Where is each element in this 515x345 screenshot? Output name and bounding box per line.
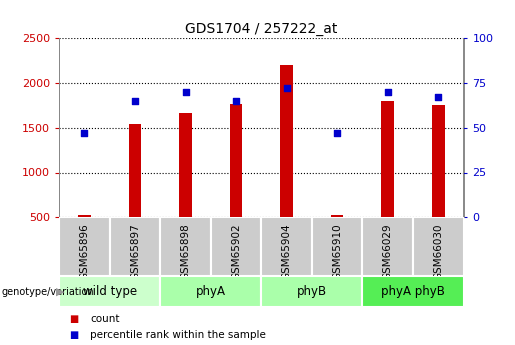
Bar: [59, 276, 160, 307]
Title: GDS1704 / 257222_at: GDS1704 / 257222_at: [185, 21, 337, 36]
Text: GSM65904: GSM65904: [282, 223, 291, 280]
Bar: [261, 276, 363, 307]
Text: genotype/variation: genotype/variation: [1, 287, 94, 296]
Text: percentile rank within the sample: percentile rank within the sample: [90, 330, 266, 339]
Text: GSM65902: GSM65902: [231, 223, 241, 280]
Text: GSM66029: GSM66029: [383, 223, 393, 280]
Point: [131, 98, 139, 104]
Bar: [261, 217, 312, 276]
Point: [181, 89, 190, 95]
Bar: [331, 215, 344, 262]
Point: [333, 130, 341, 136]
Text: ■: ■: [70, 314, 79, 324]
Point: [384, 89, 392, 95]
Bar: [312, 217, 363, 276]
Bar: [432, 105, 444, 262]
Text: ▶: ▶: [56, 287, 64, 296]
Text: wild type: wild type: [83, 285, 137, 298]
Bar: [363, 217, 413, 276]
Bar: [280, 65, 293, 262]
Text: phyA phyB: phyA phyB: [381, 285, 445, 298]
Text: GSM65898: GSM65898: [181, 223, 191, 280]
Point: [434, 95, 442, 100]
Bar: [382, 101, 394, 262]
Bar: [110, 217, 160, 276]
Text: phyB: phyB: [297, 285, 327, 298]
Bar: [160, 276, 261, 307]
Text: ■: ■: [70, 330, 79, 339]
Bar: [129, 124, 141, 262]
Text: GSM65910: GSM65910: [332, 223, 342, 280]
Point: [232, 98, 240, 104]
Text: phyA: phyA: [196, 285, 226, 298]
Text: GSM65896: GSM65896: [79, 223, 90, 280]
Bar: [179, 113, 192, 262]
Text: GSM66030: GSM66030: [433, 223, 443, 280]
Bar: [413, 217, 464, 276]
Bar: [78, 215, 91, 262]
Bar: [211, 217, 261, 276]
Point: [80, 130, 89, 136]
Bar: [230, 104, 243, 262]
Bar: [363, 276, 464, 307]
Point: [283, 86, 291, 91]
Bar: [160, 217, 211, 276]
Text: GSM65897: GSM65897: [130, 223, 140, 280]
Bar: [59, 217, 110, 276]
Text: count: count: [90, 314, 119, 324]
